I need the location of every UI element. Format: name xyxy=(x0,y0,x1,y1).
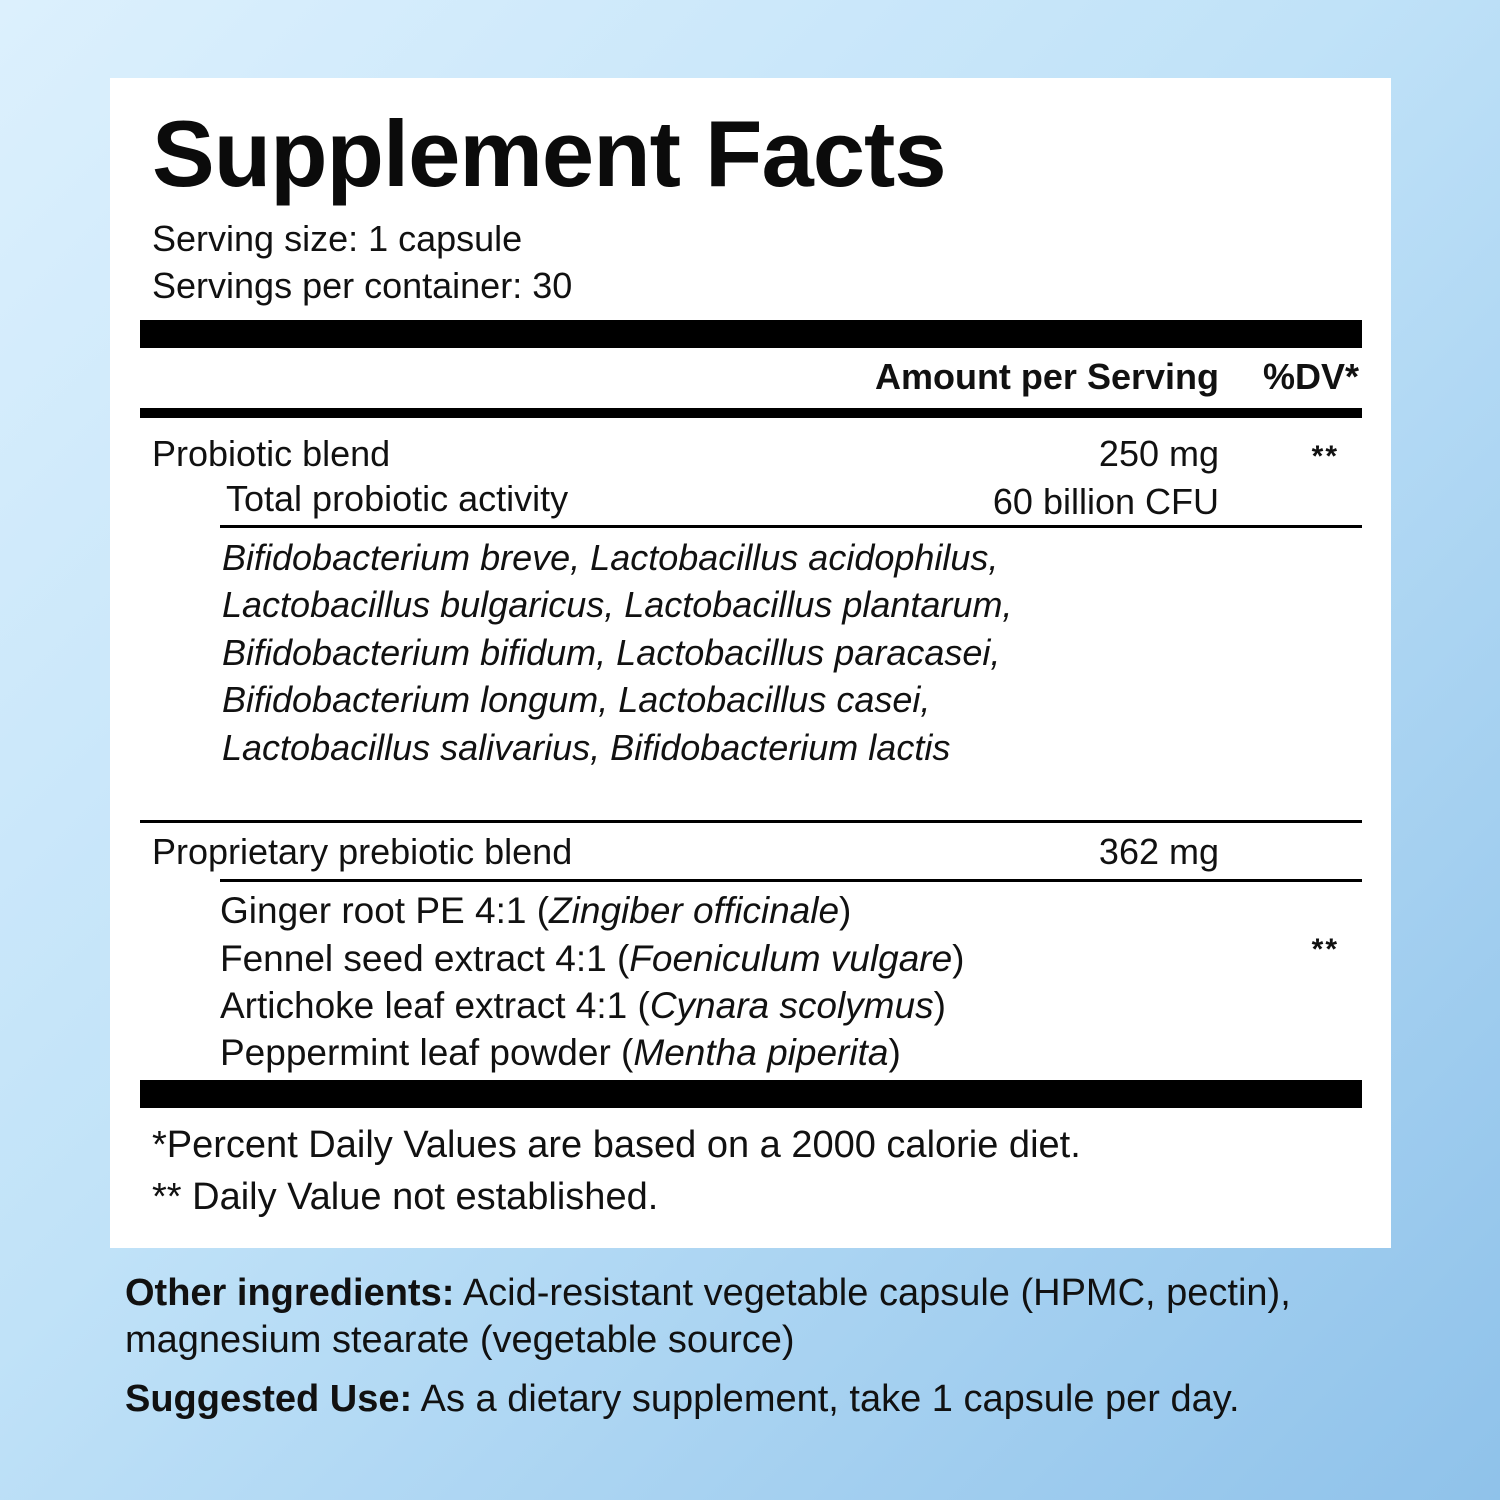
servings-per-container: Servings per container: 30 xyxy=(152,265,573,306)
thick-divider-top xyxy=(140,320,1362,348)
total-probiotic-activity-label: Total probiotic activity xyxy=(226,478,569,519)
suggested-use-label: Suggested Use: xyxy=(125,1378,413,1420)
probiotic-blend-name: Probiotic blend xyxy=(152,433,391,474)
other-ingredients-label: Other ingredients: xyxy=(125,1272,455,1314)
medium-divider xyxy=(140,408,1362,418)
probiotic-blend-amount: 250 mg xyxy=(1098,433,1219,474)
prebiotic-blend-amount: 362 mg xyxy=(1098,831,1219,872)
other-ingredients: Other ingredients: Acid-resistant vegeta… xyxy=(125,1270,1385,1364)
thick-divider-bottom xyxy=(140,1080,1362,1108)
total-probiotic-activity-amount: 60 billion CFU xyxy=(992,481,1219,522)
other-ingredients-text: Acid-resistant vegetable capsule (HPMC, … xyxy=(125,1272,1291,1361)
footnote-not-established: ** Daily Value not established. xyxy=(152,1176,659,1218)
prebiotic-item-fennel: Fennel seed extract 4:1 (Foeniculum vulg… xyxy=(220,938,965,979)
column-header-amount: Amount per Serving xyxy=(874,356,1219,397)
prebiotic-sub-divider xyxy=(220,879,1362,882)
prebiotic-item-ginger: Ginger root PE 4:1 (Zingiber officinale) xyxy=(220,890,852,931)
suggested-use: Suggested Use: As a dietary supplement, … xyxy=(125,1378,1240,1421)
suggested-use-text: As a dietary supplement, take 1 capsule … xyxy=(412,1378,1240,1420)
probiotic-strain-list: Bifidobacterium breve, Lactobacillus aci… xyxy=(222,537,1013,768)
serving-size: Serving size: 1 capsule xyxy=(152,218,523,259)
prebiotic-item-artichoke: Artichoke leaf extract 4:1 (Cynara scoly… xyxy=(220,985,946,1026)
prebiotic-blend-dv: ** xyxy=(1311,933,1339,966)
probiotic-blend-dv: ** xyxy=(1311,440,1339,473)
probiotic-sub-divider xyxy=(220,525,1362,528)
footnote-daily-values: *Percent Daily Values are based on a 200… xyxy=(152,1124,1081,1166)
prebiotic-blend-name: Proprietary prebiotic blend xyxy=(152,831,573,872)
column-header-dv: %DV* xyxy=(1262,356,1359,397)
supplement-facts-panel: Supplement Facts Serving size: 1 capsule… xyxy=(110,78,1391,1248)
facts-title: Supplement Facts xyxy=(152,101,947,206)
prebiotic-divider xyxy=(140,820,1362,823)
prebiotic-item-peppermint: Peppermint leaf powder (Mentha piperita) xyxy=(220,1032,901,1073)
